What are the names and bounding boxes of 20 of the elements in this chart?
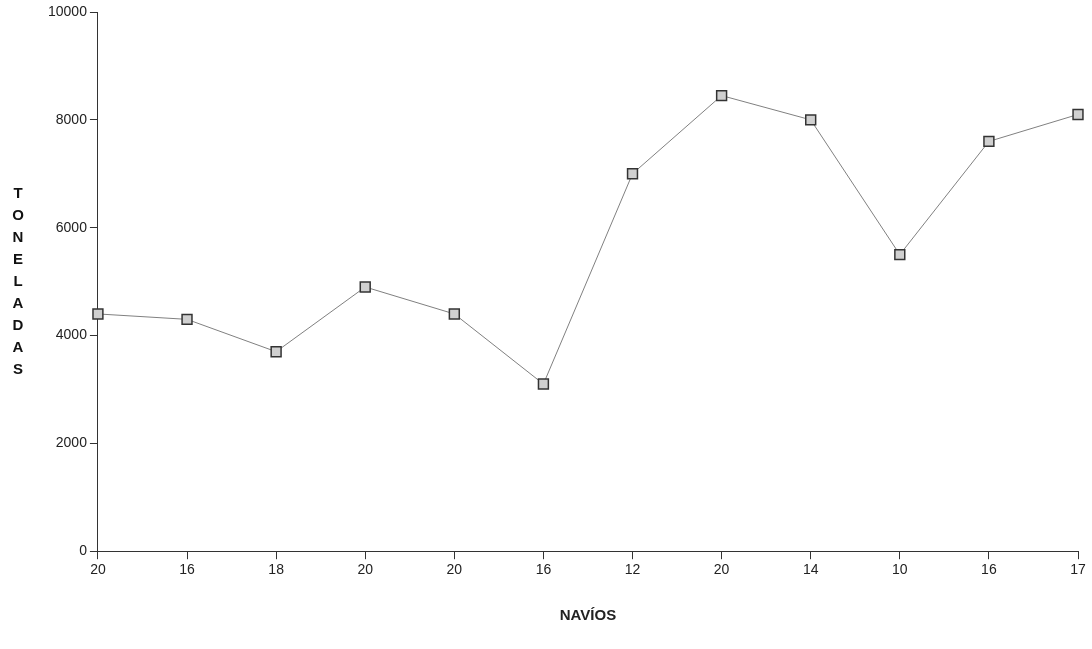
y-tick-label: 4000	[55, 326, 88, 343]
y-tick-label: 8000	[55, 110, 88, 127]
x-tick-label: 18	[268, 561, 285, 578]
x-tick-label: 20	[446, 561, 463, 578]
x-tick-label: 12	[624, 561, 641, 578]
x-tick-label: 16	[981, 561, 997, 578]
text: TONELADAS	[12, 183, 24, 377]
x-tick-label: 10	[892, 561, 908, 578]
y-tick-label: 6000	[55, 218, 88, 235]
x-tick-label: 16	[535, 561, 552, 578]
x-tick-label: 20	[357, 561, 374, 578]
y-tick-label: 0	[79, 542, 88, 559]
y-tick-label: 2000	[55, 434, 88, 451]
x-tick-label: 16	[179, 561, 196, 578]
x-tick-label: 20	[713, 561, 730, 578]
x-axis-title: NAVÍOS	[559, 606, 617, 624]
x-tick-label: 17	[1070, 561, 1086, 578]
y-tick-label: 10000	[47, 2, 88, 19]
x-tick-label: 20	[90, 561, 106, 578]
x-tick-label: 14	[802, 561, 819, 578]
